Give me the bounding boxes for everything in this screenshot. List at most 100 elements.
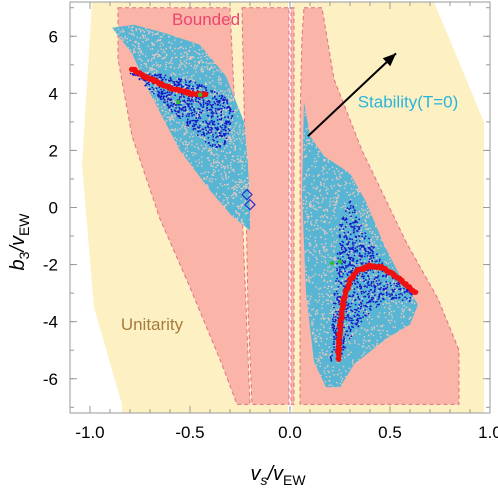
stability-speck [171, 114, 173, 117]
stability-speck [337, 178, 340, 180]
blue-point [211, 119, 213, 122]
stability-speck [383, 312, 386, 314]
stability-speck [214, 170, 216, 173]
x-tick-label: 0.0 [278, 423, 302, 442]
stability-speck [194, 87, 196, 89]
stability-speck [306, 220, 309, 223]
stability-speck [330, 294, 332, 297]
stability-speck [330, 217, 332, 220]
stability-speck [156, 40, 158, 43]
stability-speck [192, 154, 194, 156]
blue-point [375, 260, 378, 262]
stability-speck [156, 70, 158, 72]
stability-speck [203, 137, 206, 139]
stability-speck [335, 324, 338, 326]
stability-speck [360, 229, 363, 231]
stability-speck [140, 52, 142, 54]
blue-point [379, 288, 382, 291]
stability-speck [232, 137, 235, 139]
stability-speck [148, 31, 151, 33]
stability-speck [141, 60, 143, 62]
blue-point [345, 235, 348, 238]
stability-speck [169, 119, 171, 122]
stability-speck [220, 71, 222, 73]
stability-speck [318, 299, 320, 301]
stability-speck [200, 122, 202, 124]
stability-speck [180, 102, 183, 105]
blue-point [358, 252, 361, 255]
stability-speck [307, 275, 310, 278]
stability-speck [346, 241, 348, 243]
stability-speck [364, 260, 366, 262]
stability-speck [324, 238, 327, 240]
stability-speck [185, 66, 187, 68]
stability-speck [314, 208, 317, 210]
stability-speck [331, 275, 333, 277]
stability-speck [324, 165, 327, 167]
blue-point [197, 97, 200, 100]
stability-speck [365, 223, 367, 226]
blue-point [367, 280, 370, 283]
blue-point [334, 338, 337, 340]
stability-speck [183, 72, 185, 75]
stability-speck [240, 188, 242, 190]
stability-speck [329, 265, 331, 268]
stability-speck [376, 238, 378, 241]
stability-speck [369, 261, 372, 263]
blue-point [161, 92, 163, 94]
stability-speck [389, 258, 391, 260]
blue-point [349, 205, 352, 207]
stability-speck [228, 135, 230, 137]
stability-speck [393, 269, 395, 272]
stability-speck [168, 109, 171, 111]
stability-speck [212, 85, 214, 87]
stability-speck [367, 249, 369, 252]
stability-speck [220, 143, 222, 145]
stability-speck [328, 356, 330, 359]
stability-speck [214, 114, 216, 116]
blue-point [370, 245, 373, 248]
blue-point [146, 82, 148, 85]
stability-speck [352, 312, 354, 315]
stability-speck [348, 353, 350, 355]
blue-point [196, 89, 199, 92]
stability-speck [401, 302, 403, 304]
stability-speck [234, 188, 236, 190]
stability-speck [380, 239, 382, 241]
stability-speck [340, 176, 342, 179]
stability-speck [337, 362, 339, 364]
blue-point [356, 225, 359, 228]
blue-point [333, 306, 335, 309]
stability-speck [304, 210, 307, 213]
stability-speck [179, 59, 182, 62]
stability-speck [157, 99, 159, 101]
stability-speck [170, 116, 172, 119]
stability-speck [346, 191, 348, 194]
stability-speck [183, 60, 185, 63]
blue-point [350, 270, 353, 273]
blue-point [353, 308, 356, 311]
stability-speck [244, 200, 246, 202]
stability-speck [358, 210, 361, 213]
blue-point [185, 81, 187, 84]
blue-point [178, 96, 181, 98]
blue-point [343, 231, 346, 234]
blue-point [346, 314, 349, 317]
stability-speck [185, 62, 188, 64]
blue-point [200, 103, 202, 106]
stability-speck [176, 78, 179, 80]
blue-point [341, 263, 343, 265]
stability-speck [190, 78, 192, 80]
stability-speck [227, 96, 229, 98]
stability-speck [159, 64, 162, 66]
blue-point [337, 280, 340, 283]
stability-speck [165, 55, 167, 57]
stability-speck [147, 60, 149, 62]
stability-speck [203, 111, 205, 114]
stability-speck [242, 194, 244, 196]
stability-speck [198, 53, 200, 55]
stability-speck [205, 61, 207, 64]
stability-speck [210, 153, 212, 155]
blue-point [344, 262, 346, 264]
stability-speck [219, 77, 221, 79]
